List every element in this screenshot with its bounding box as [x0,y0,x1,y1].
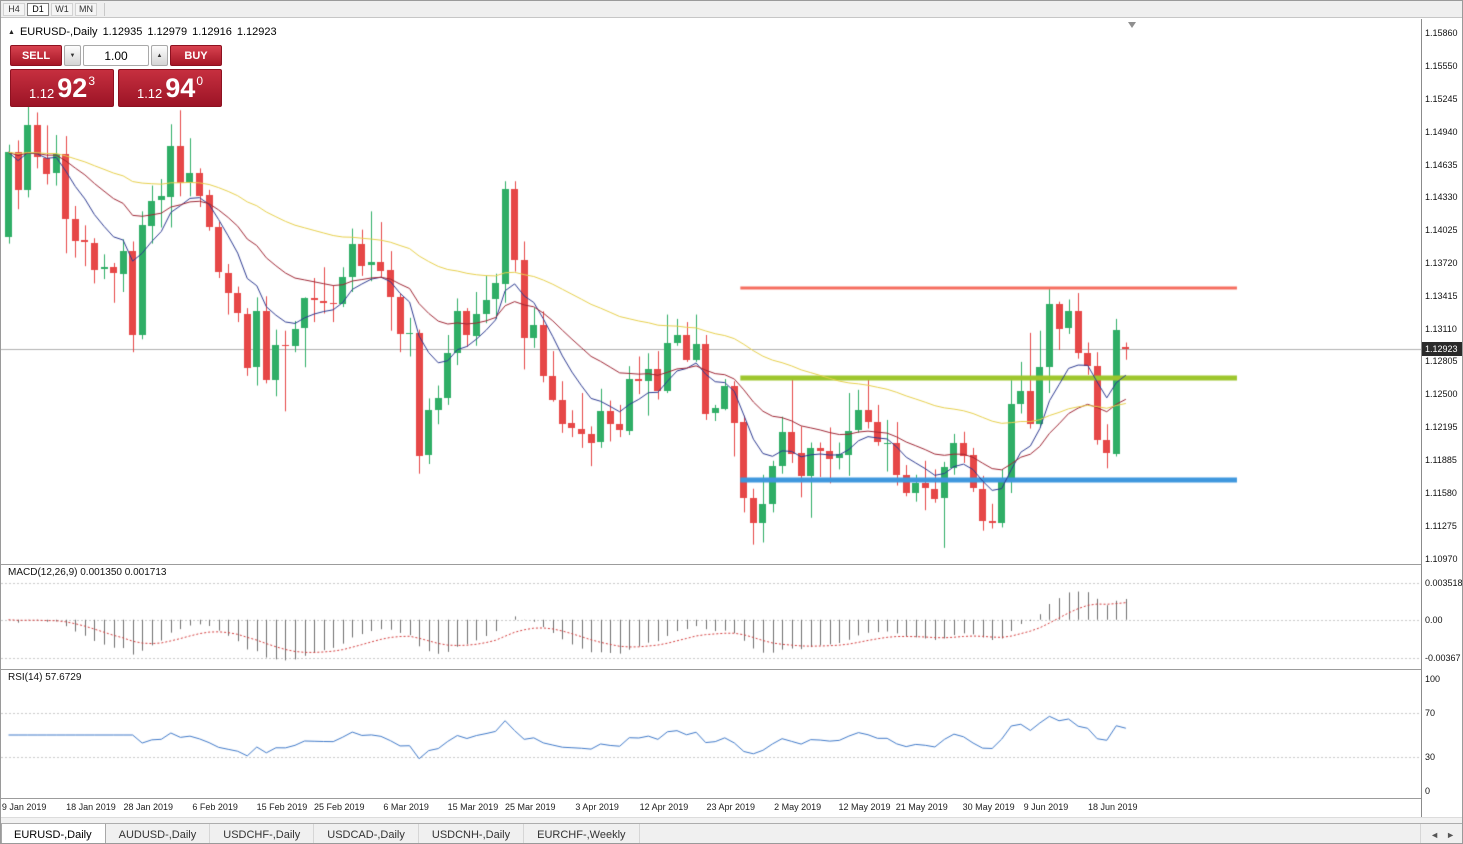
triangle-down-icon: ▼ [69,52,76,59]
x-axis-label: 2 May 2019 [774,802,822,812]
chart-marker-icon: ▲ [8,28,15,36]
price-scale-tick: 1.12500 [1425,389,1458,400]
ohlc-low: 1.12916 [192,26,232,38]
x-axis-label: 12 Apr 2019 [639,802,689,812]
x-axis-label: 9 Jun 2019 [1023,802,1069,812]
price-scale-tick: 1.10970 [1425,553,1458,564]
timeframe-toolbar: H4 D1 W1 MN [1,1,1462,18]
macd-scale-tick: 0.00 [1425,614,1443,625]
ohlc-open: 1.12935 [102,26,143,38]
price-scale-tick: 1.14330 [1425,192,1458,203]
chart-tab-audusd[interactable]: AUDUSD-,Daily [106,824,211,843]
price-scale-tick: 1.13720 [1425,257,1458,268]
price-scale-tick: 1.11885 [1425,455,1457,466]
pane-separator [1,798,1462,799]
x-axis-label: 6 Mar 2019 [383,802,429,812]
x-axis-label: 12 May 2019 [838,802,891,812]
tab-scroll-left-icon[interactable]: ◄ [1430,829,1440,840]
volume-decrease-button[interactable]: ▼ [64,45,81,66]
price-scale-tick: 1.11275 [1425,520,1457,531]
macd-scale-tick: 0.003518 [1425,577,1463,588]
x-axis-label: 6 Feb 2019 [192,802,238,812]
price-pane-canvas[interactable] [1,20,1421,564]
price-scale-tick: 1.11580 [1425,488,1457,499]
chart-shift-marker-icon [1128,22,1136,28]
ohlc-high: 1.12979 [147,26,188,38]
one-click-top-row: SELL ▼ ▲ BUY [10,45,222,66]
x-axis-label: 28 Jan 2019 [123,802,174,812]
chart-tab-usdcad[interactable]: USDCAD-,Daily [314,824,419,843]
chart-tab-bar: EURUSD-,Daily AUDUSD-,Daily USDCHF-,Daily U… [1,823,1462,843]
x-axis-label: 9 Jan 2019 [1,802,47,812]
pane-separator [1,564,1462,565]
pane-separator [1,669,1462,670]
buy-price-display[interactable]: 1.12 94 0 [118,69,222,107]
buy-price-frac: 0 [196,74,204,88]
rsi-scale-tick: 70 [1425,707,1436,718]
price-scale[interactable]: 1.12923 1.15860 1.15550 1.15245 1.14940 1.14… [1421,19,1463,817]
current-price-badge: 1.12923 [1422,341,1462,356]
horizontal-scrollbar[interactable] [1,817,1462,823]
sell-price-figure: 1.12 [28,86,55,101]
price-scale-tick: 1.15245 [1425,94,1458,105]
x-axis-label: 25 Feb 2019 [313,802,365,812]
buy-price-figure: 1.12 [136,86,163,101]
sell-price-pips: 92 [57,72,88,103]
sell-button[interactable]: SELL [10,45,62,66]
price-scale-tick: 1.14940 [1425,126,1458,137]
sell-price-display[interactable]: 1.12 92 3 [10,69,114,107]
price-scale-tick: 1.13415 [1425,290,1458,301]
timeframe-button-w1[interactable]: W1 [51,2,73,16]
x-axis-label: 18 Jan 2019 [66,802,116,812]
x-axis-label: 23 Apr 2019 [706,802,756,812]
chart-tab-eurusd[interactable]: EURUSD-,Daily [1,824,106,843]
rsi-indicator-label: RSI(14) 57.6729 [8,672,82,683]
rsi-scale-tick: 100 [1425,674,1441,684]
one-click-price-row: 1.12 92 3 1.12 94 0 [10,69,222,107]
volume-increase-button[interactable]: ▲ [151,45,168,66]
chart-tab-usdcnh[interactable]: USDCNH-,Daily [419,824,525,843]
chart-ohlc-title: ▲ EURUSD-,Daily 1.12935 1.12979 1.12916 … [8,26,277,38]
rsi-pane-canvas[interactable] [1,670,1421,798]
price-scale-tick: 1.15860 [1425,27,1458,38]
price-scale-tick: 1.15550 [1425,61,1458,72]
x-axis-label: 30 May 2019 [962,802,1015,812]
tab-scroll-right-icon[interactable]: ► [1446,829,1455,840]
sell-price-frac: 3 [88,74,96,88]
x-axis-label: 3 Apr 2019 [575,802,619,812]
price-scale-tick: 1.12805 [1425,356,1458,367]
macd-pane-canvas[interactable] [1,565,1421,669]
chart-tab-eurchf[interactable]: EURCHF-,Weekly [524,824,640,843]
x-axis-label: 15 Feb 2019 [256,802,308,812]
rsi-scale-tick: 0 [1425,786,1431,796]
timeframe-button-h4[interactable]: H4 [3,2,25,16]
chart-tab-usdchf[interactable]: USDCHF-,Daily [210,824,315,843]
price-scale-tick: 1.12195 [1425,421,1458,432]
buy-price-pips: 94 [165,72,196,103]
price-scale-tick: 1.14025 [1425,225,1458,236]
price-scale-tick: 1.13110 [1425,323,1457,334]
x-axis-label: 25 Mar 2019 [504,802,556,812]
chart-symbol-period: EURUSD-,Daily [19,26,98,38]
rsi-scale-tick: 30 [1425,752,1436,763]
one-click-trading-panel: SELL ▼ ▲ BUY 1.12 92 3 1.12 94 0 [10,45,222,107]
tab-nav: ◄ ► [1420,824,1462,843]
timeframe-button-d1[interactable]: D1 [27,2,49,16]
macd-indicator-label: MACD(12,26,9) 0.001350 0.001713 [8,567,167,578]
x-axis-label: 21 May 2019 [895,802,948,812]
x-axis-label: 18 Jun 2019 [1088,802,1138,812]
buy-button[interactable]: BUY [170,45,222,66]
x-axis-label: 15 Mar 2019 [447,802,499,812]
toolbar-separator [104,2,105,16]
macd-scale-tick: -0.00367 [1425,653,1461,664]
volume-input[interactable] [83,45,149,66]
timeframe-button-mn[interactable]: MN [75,2,97,16]
chart-tabs: EURUSD-,Daily AUDUSD-,Daily USDCHF-,Daily U… [1,824,640,843]
triangle-up-icon: ▲ [156,52,163,59]
ohlc-close: 1.12923 [236,26,277,38]
time-axis[interactable]: 9 Jan 2019 18 Jan 2019 28 Jan 2019 6 Feb 20… [1,799,1421,816]
price-scale-tick: 1.14635 [1425,159,1458,170]
